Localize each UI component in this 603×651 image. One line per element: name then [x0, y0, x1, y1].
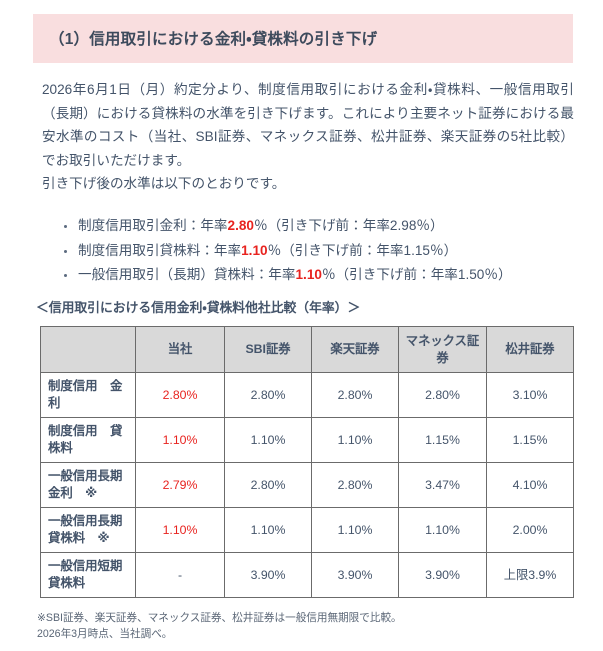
cell-rakuten: 1.10%: [311, 507, 399, 553]
cell-rakuten: 3.90%: [311, 552, 399, 598]
cell-rakuten: 1.10%: [311, 417, 399, 463]
footnote-line: ※SBI証券、楽天証券、マネックス証券、松井証券は一般信用無期限で比較。: [37, 612, 402, 624]
rate-label: 一般信用取引（長期）貸株料：年率: [78, 267, 296, 282]
column-header-matsui: 松井証券: [486, 326, 574, 373]
table-caption: ＜信用取引における信用金利・貸株料他社比較（年率）＞: [36, 300, 361, 315]
body-paragraph-2: 引き下げ後の水準は以下のとおりです。: [42, 176, 286, 191]
column-header-monex: マネックス証券: [398, 326, 487, 373]
section-header-band: （1）信用取引における金利・貸株料の引き下げ: [33, 14, 573, 63]
row-label: 一般信用長期貸株料 ※: [40, 507, 136, 553]
cell-own: 2.79%: [135, 462, 225, 508]
table-row: 一般信用長期金利 ※ 2.79% 2.80% 2.80% 3.47% 4.10%: [40, 462, 574, 508]
cell-monex: 2.80%: [398, 372, 487, 418]
rate-label: 制度信用取引貸株料：年率: [78, 242, 242, 258]
list-item: 制度信用取引貸株料：年率1.10％（引き下げ前：年率1.15％）: [50, 239, 580, 264]
row-label: 一般信用長期金利 ※: [40, 462, 136, 508]
table-row: 一般信用長期貸株料 ※ 1.10% 1.10% 1.10% 1.10% 2.00…: [40, 507, 574, 553]
list-item: 一般信用取引（長期）貸株料：年率1.10％（引き下げ前：年率1.50％）: [50, 263, 580, 288]
rate-note: ％（引き下げ前：年率2.98％）: [254, 218, 444, 233]
cell-monex: 3.90%: [398, 552, 487, 598]
rate-list: 制度信用取引金利：年率2.80％（引き下げ前：年率2.98％） 制度信用取引貸株…: [50, 214, 580, 288]
body-copy: 2026年6月1日（月）約定分より、制度信用取引における金利・貸株料、一般信用取…: [42, 78, 574, 196]
column-header-sbi: SBI証券: [224, 326, 312, 373]
table-row: 制度信用 金利 2.80% 2.80% 2.80% 2.80% 3.10%: [40, 372, 574, 418]
cell-own: 1.10%: [135, 417, 225, 463]
cell-own: 1.10%: [135, 507, 225, 553]
table-body: 制度信用 金利 2.80% 2.80% 2.80% 2.80% 3.10% 制度…: [40, 372, 574, 598]
cell-monex: 1.10%: [398, 507, 487, 553]
footnote-line: 2026年3月時点、当社調べ。: [37, 628, 173, 640]
cell-own: -: [135, 552, 225, 598]
list-item: 制度信用取引金利：年率2.80％（引き下げ前：年率2.98％）: [50, 214, 580, 239]
cell-matsui: 2.00%: [486, 507, 574, 553]
cell-sbi: 1.10%: [224, 417, 312, 463]
row-label: 制度信用 金利: [40, 372, 136, 418]
column-header-rakuten: 楽天証券: [311, 326, 399, 373]
cell-own: 2.80%: [135, 372, 225, 418]
column-header-blank: [40, 326, 136, 373]
rate-label: 制度信用取引金利：年率: [78, 218, 228, 233]
rate-value: 1.10: [295, 267, 322, 282]
cell-matsui: 4.10%: [486, 462, 574, 508]
row-label: 制度信用 貸株料: [40, 417, 136, 463]
cell-sbi: 3.90%: [224, 552, 312, 598]
cell-sbi: 2.80%: [224, 372, 312, 418]
table-header-row: 当社 SBI証券 楽天証券 マネックス証券 松井証券: [40, 326, 574, 373]
table-row: 制度信用 貸株料 1.10% 1.10% 1.10% 1.15% 1.15%: [40, 417, 574, 463]
rate-value: 2.80: [227, 218, 254, 233]
comparison-table: 当社 SBI証券 楽天証券 マネックス証券 松井証券 制度信用 金利 2.80%…: [40, 326, 574, 598]
cell-sbi: 2.80%: [224, 462, 312, 508]
body-paragraph-1: 2026年6月1日（月）約定分より、制度信用取引における金利・貸株料、一般信用取…: [42, 82, 574, 168]
cell-rakuten: 2.80%: [311, 372, 399, 418]
cell-matsui: 3.10%: [486, 372, 574, 418]
cell-matsui: 1.15%: [486, 417, 574, 463]
table-row: 一般信用短期貸株料 - 3.90% 3.90% 3.90% 上限3.9%: [40, 552, 574, 598]
table-header: 当社 SBI証券 楽天証券 マネックス証券 松井証券: [40, 326, 574, 373]
cell-rakuten: 2.80%: [311, 462, 399, 508]
rate-value: 1.10: [241, 242, 268, 258]
cell-monex: 3.47%: [398, 462, 487, 508]
column-header-own: 当社: [135, 326, 225, 373]
row-label: 一般信用短期貸株料: [40, 552, 136, 598]
rate-note: ％（引き下げ前：年率1.15％）: [267, 242, 458, 258]
rate-note: ％（引き下げ前：年率1.50％）: [321, 267, 512, 282]
footnotes: ※SBI証券、楽天証券、マネックス証券、松井証券は一般信用無期限で比較。 202…: [37, 610, 402, 642]
cell-matsui: 上限3.9%: [486, 552, 574, 598]
cell-sbi: 1.10%: [224, 507, 312, 553]
page-title: （1）信用取引における金利・貸株料の引き下げ: [49, 31, 378, 48]
cell-monex: 1.15%: [398, 417, 487, 463]
